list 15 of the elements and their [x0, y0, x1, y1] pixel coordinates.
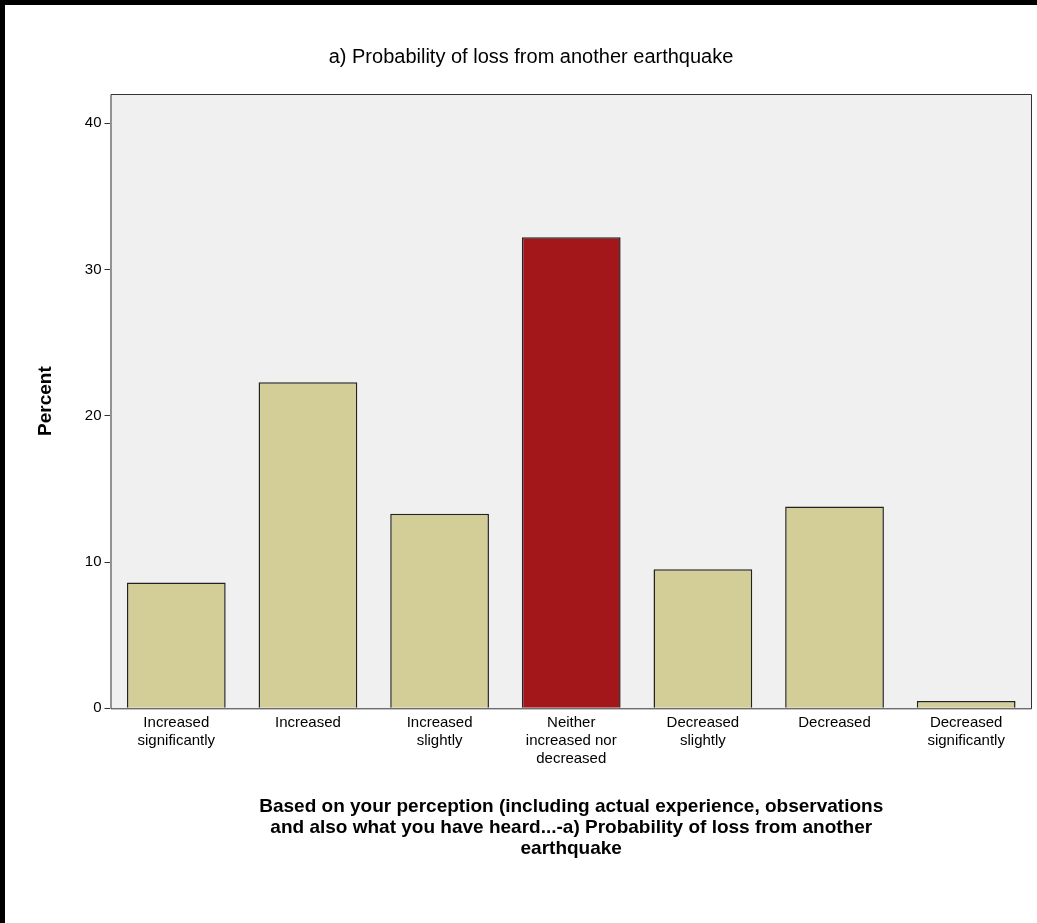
y-tick-label: 20	[84, 405, 102, 423]
x-tick-label: Decreased	[798, 713, 871, 731]
x-tick-label: Neither increased nor decreased	[525, 713, 617, 767]
y-axis-title: Percent	[33, 365, 55, 436]
y-tick-label: 10	[84, 552, 102, 570]
x-tick-label: Decreased slightly	[666, 713, 740, 749]
y-tick-label: 40	[84, 113, 102, 131]
x-tick-label: Increased significantly	[137, 713, 216, 749]
x-tick-label: Decreased significantly	[927, 713, 1006, 749]
x-tick-label: Increased slightly	[406, 713, 473, 749]
x-tick-label: Increased	[275, 713, 341, 731]
x-axis-title: Based on your perception (including actual experience, observations and also what you have heard...-a) Probability of loss from another earthquake	[259, 794, 884, 858]
y-tick-label: 30	[84, 259, 102, 277]
chart-title: a) Probability of loss from another earthquake	[328, 44, 734, 67]
y-tick-label: 0	[93, 698, 102, 716]
